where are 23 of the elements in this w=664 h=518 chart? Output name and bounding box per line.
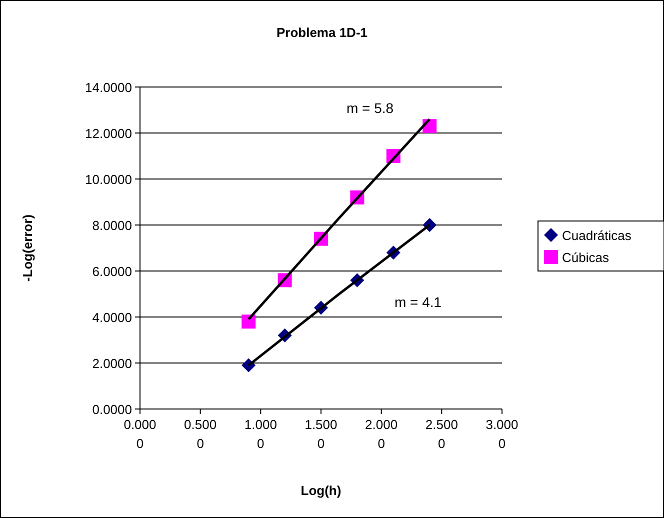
point — [242, 314, 256, 329]
x-tick-label: 0.0000 — [124, 417, 156, 451]
y-tick-label: 8.0000 — [92, 218, 132, 233]
y-tick-label: 10.0000 — [85, 172, 132, 187]
y-tick-label: 2.0000 — [92, 356, 132, 371]
x-tick-label: 1.0000 — [244, 417, 277, 451]
annotation: m = 5.8 — [346, 100, 394, 116]
y-tick-label: 14.0000 — [85, 80, 132, 95]
y-tick-label: 4.0000 — [92, 310, 132, 325]
y-axis-title: -Log(error) — [20, 214, 35, 282]
x-tick-label: 2.0000 — [365, 417, 398, 451]
x-tick-label: 1.5000 — [304, 417, 338, 451]
y-tick-label: 6.0000 — [92, 264, 132, 279]
x-tick-label: 3.0000 — [486, 417, 518, 451]
legend-label: Cuadráticas — [562, 228, 632, 243]
chart-title: Problema 1D-1 — [276, 25, 368, 40]
x-tick-label: 0.5000 — [184, 417, 217, 451]
y-tick-label: 0.0000 — [92, 402, 132, 417]
annotation: m = 4.1 — [394, 294, 442, 310]
y-tick-label: 12.0000 — [85, 126, 132, 141]
x-axis-title: Log(h) — [300, 483, 342, 498]
legend-label: Cúbicas — [562, 250, 610, 265]
x-tick-label: 2.5000 — [425, 417, 458, 451]
